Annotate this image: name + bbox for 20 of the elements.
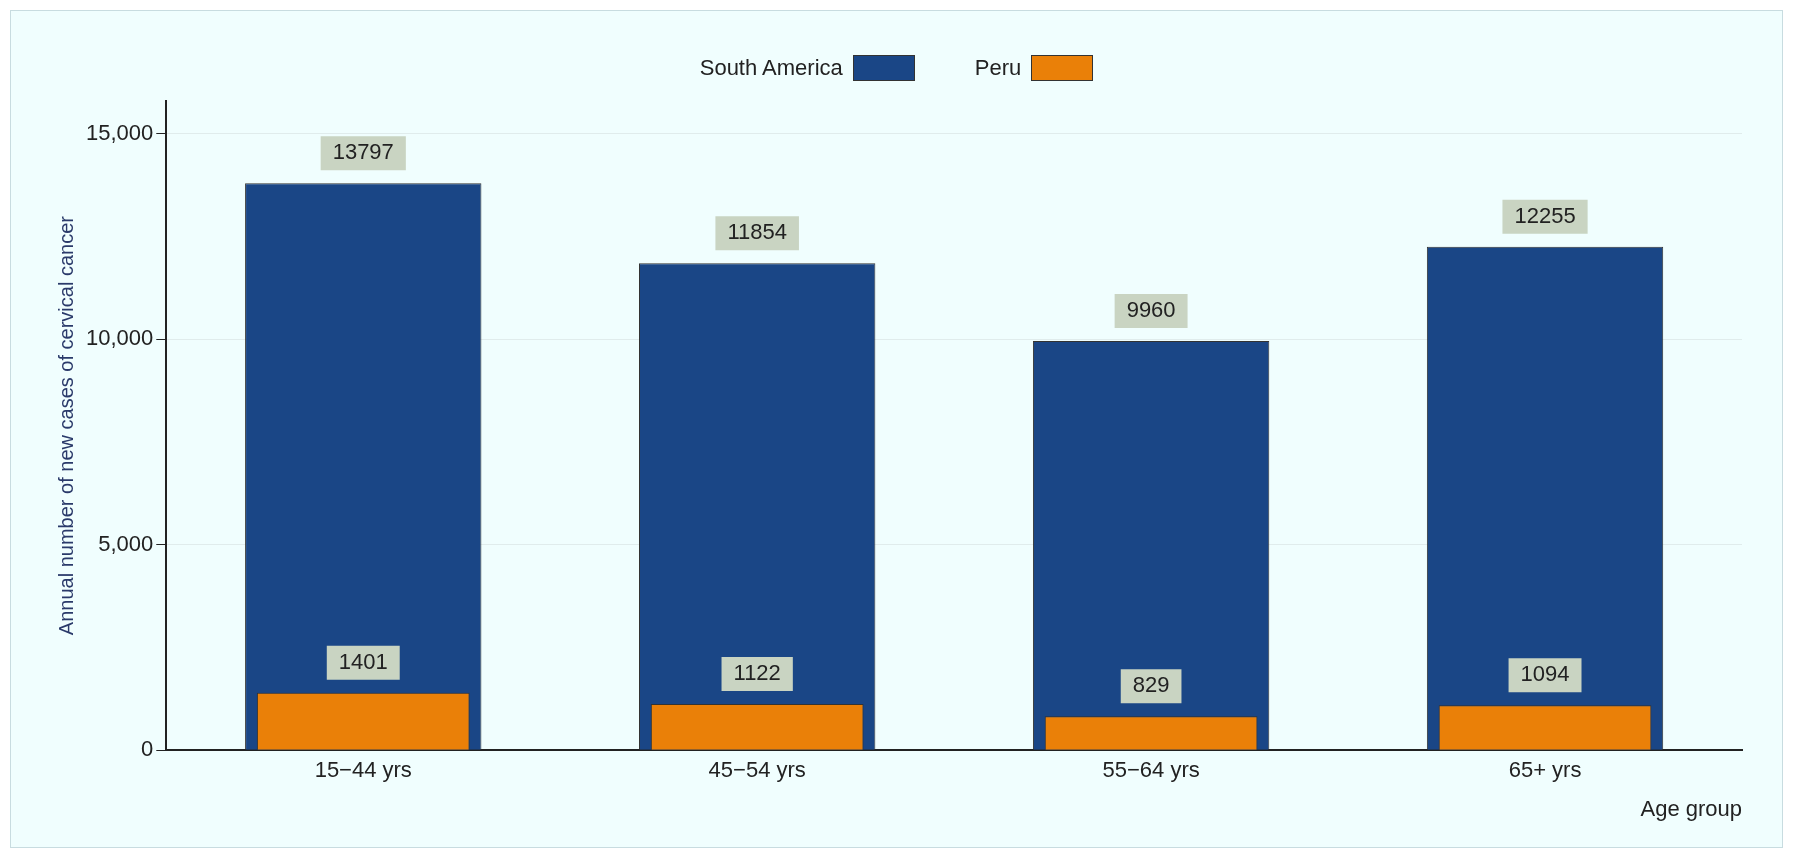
legend-label: Peru	[974, 55, 1022, 81]
y-tick-label: 10,000	[85, 325, 154, 351]
x-axis-title: Age group	[1640, 795, 1742, 821]
x-tick-label: 45−54 yrs	[708, 757, 806, 783]
data-label: 9960	[1126, 297, 1176, 323]
x-tick-label: 15−44 yrs	[314, 757, 412, 783]
y-axis-title: Annual number of new cases of cervical cancer	[54, 215, 77, 636]
data-label: 1094	[1520, 661, 1570, 687]
data-label: 1122	[733, 660, 781, 686]
data-label: 13797	[332, 139, 394, 165]
data-label: 12255	[1514, 202, 1576, 228]
data-label: 1401	[338, 648, 388, 674]
data-label: 11854	[727, 219, 787, 245]
x-tick-label: 55−64 yrs	[1102, 757, 1200, 783]
data-label: 829	[1132, 672, 1170, 698]
y-tick-label: 15,000	[85, 119, 154, 145]
legend-label: South America	[699, 55, 843, 81]
x-tick-label: 65+ yrs	[1508, 757, 1582, 783]
y-tick-label: 5,000	[98, 530, 154, 556]
y-tick-label: 0	[141, 736, 154, 762]
